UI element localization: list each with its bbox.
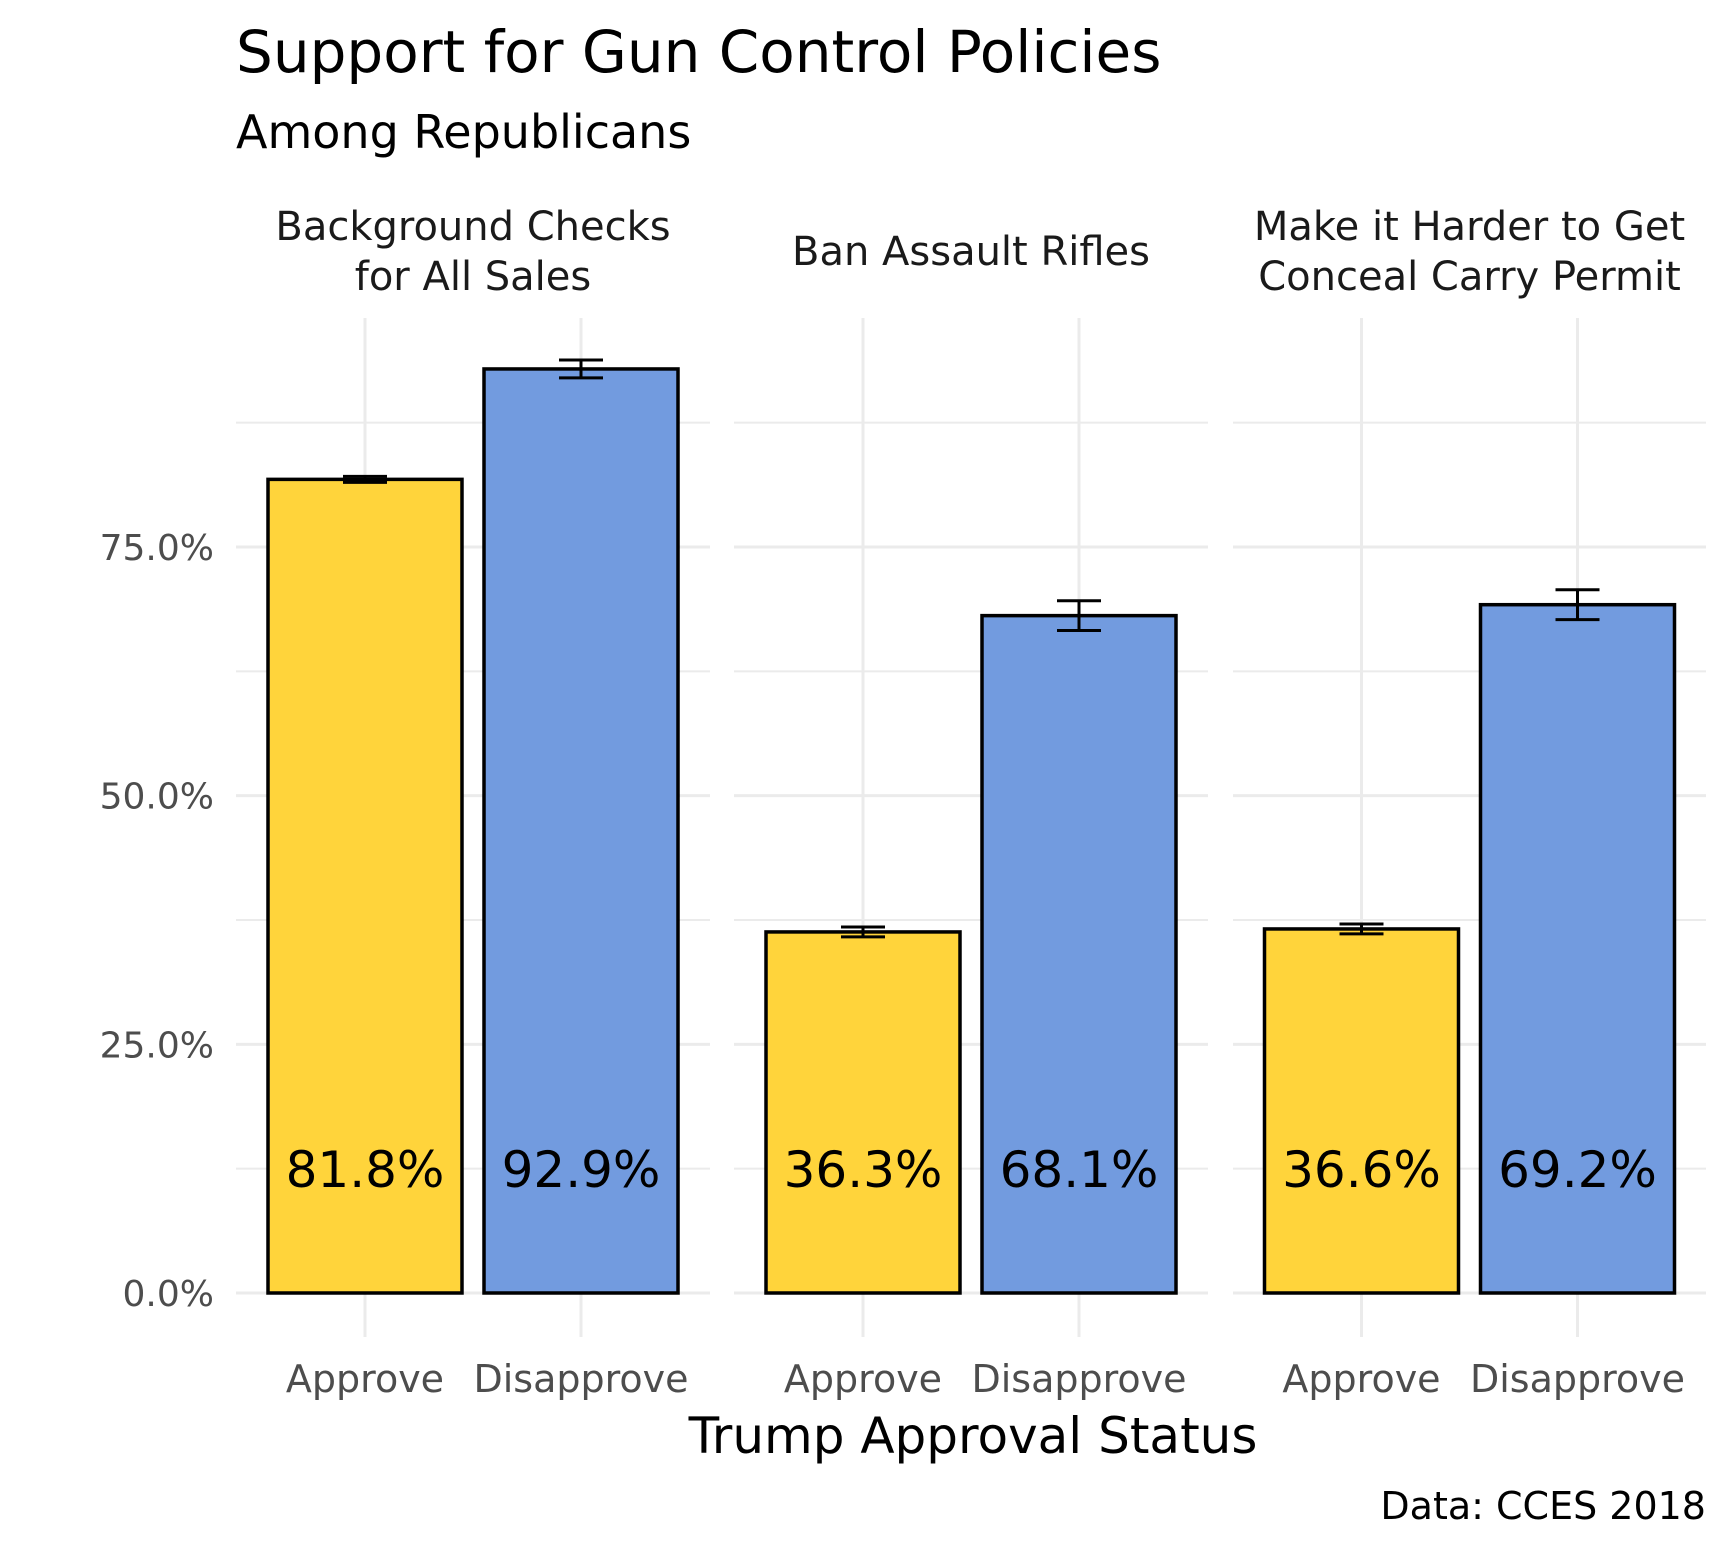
x-tick-label: Disapprove <box>1470 1357 1685 1401</box>
y-tick-label: 75.0% <box>100 528 214 569</box>
x-axis-label: Trump Approval Status <box>688 1407 1258 1465</box>
bar <box>980 613 1178 1295</box>
error-bar <box>343 474 387 484</box>
error-bar <box>1339 922 1384 936</box>
bar-value-label: 68.1% <box>1000 1141 1159 1199</box>
y-tick-label: 50.0% <box>100 777 214 818</box>
facet-panel: Ban Assault Rifles 36.3% Approve 68.1% Disap… <box>734 229 1208 1401</box>
y-axis: 0.0% 25.0% 50.0% 75.0% <box>100 528 214 1315</box>
bar <box>1478 602 1677 1295</box>
error-bar <box>841 925 885 939</box>
x-tick-label: Approve <box>1282 1357 1440 1401</box>
x-tick-label: Disapprove <box>473 1357 688 1401</box>
y-tick-label: 25.0% <box>100 1025 214 1066</box>
x-tick-label: Approve <box>286 1357 444 1401</box>
bar <box>764 930 962 1295</box>
x-tick-label: Approve <box>784 1357 942 1401</box>
chart-title: Support for Gun Control Policies <box>236 18 1161 86</box>
bar <box>1262 927 1461 1295</box>
caption: Data: CCES 2018 <box>1380 1484 1706 1528</box>
facet-title: Background Checks <box>275 204 670 250</box>
facet-title: Make it Harder to Get <box>1254 204 1685 250</box>
chart-subtitle: Among Republicans <box>236 105 691 159</box>
error-bar <box>559 358 603 380</box>
x-tick-label: Disapprove <box>971 1357 1186 1401</box>
error-bar <box>1555 588 1600 622</box>
bar-value-label: 92.9% <box>502 1141 661 1199</box>
bar-value-label: 36.3% <box>784 1141 943 1199</box>
bar <box>482 367 680 1295</box>
bar-value-label: 69.2% <box>1498 1141 1657 1199</box>
bar-value-label: 36.6% <box>1282 1141 1441 1199</box>
facet-title: for All Sales <box>355 254 591 300</box>
y-tick-label: 0.0% <box>123 1274 214 1315</box>
facet-title: Ban Assault Rifles <box>792 229 1150 275</box>
error-bar <box>1057 599 1101 633</box>
bar-value-label: 81.8% <box>286 1141 445 1199</box>
facet-title: Conceal Carry Permit <box>1258 254 1681 300</box>
